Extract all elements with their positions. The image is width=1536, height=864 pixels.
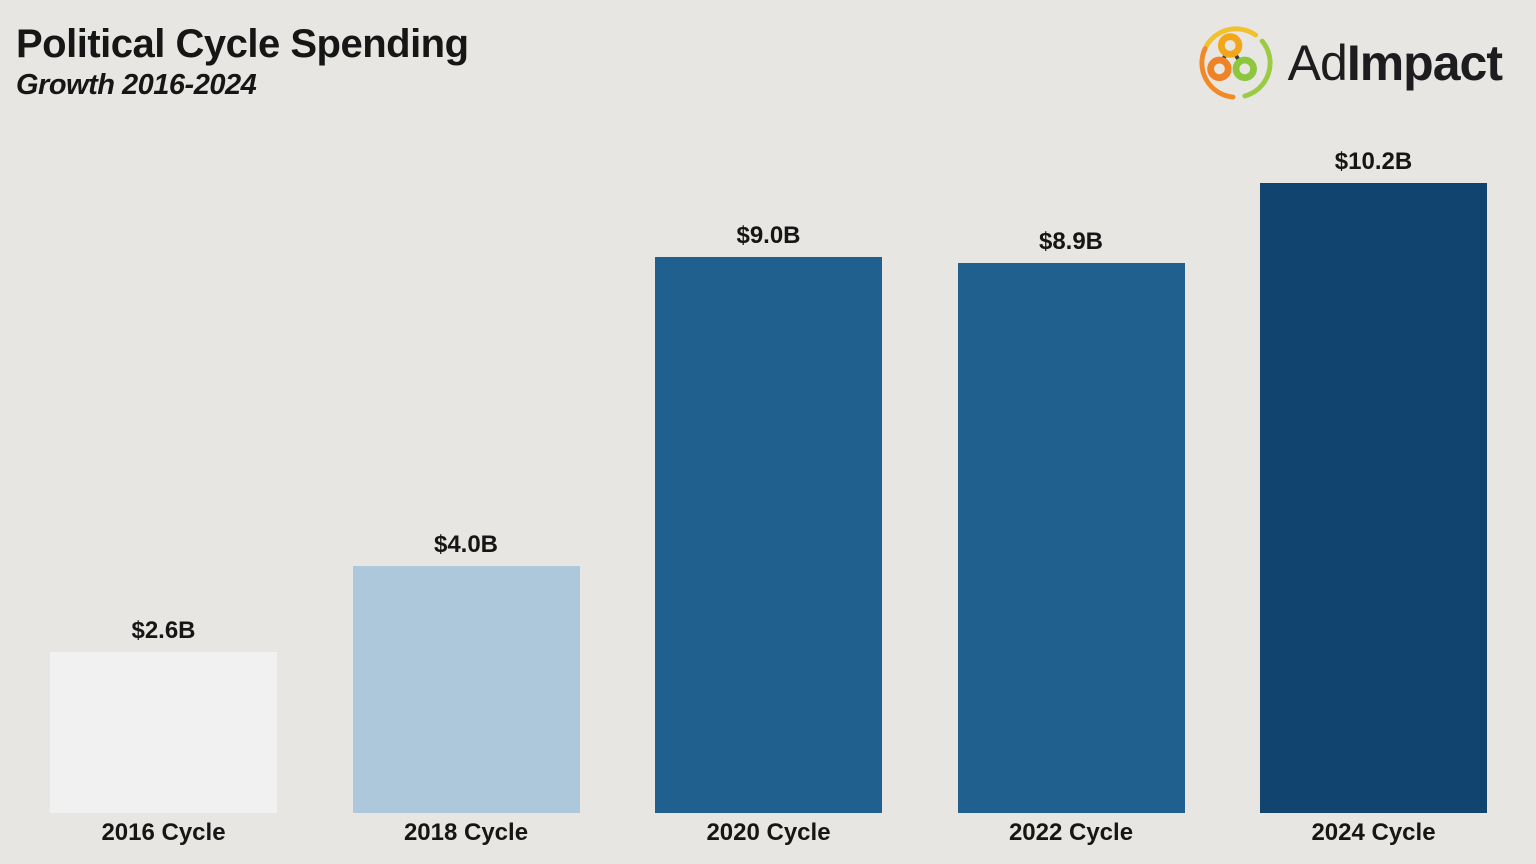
page-subtitle: Growth 2016-2024 bbox=[16, 69, 257, 101]
logo-text-regular: Ad bbox=[1287, 35, 1348, 91]
bar-value-label: $8.9B bbox=[1038, 228, 1104, 255]
bar bbox=[957, 263, 1185, 813]
bar-value-label: $10.2B bbox=[1334, 148, 1413, 175]
logo-text-bold: Impact bbox=[1346, 35, 1503, 91]
bar-category-label: 2022 Cycle bbox=[1008, 819, 1134, 846]
bar bbox=[352, 566, 580, 813]
title-block: Political Cycle Spending Growth 2016-202… bbox=[16, 22, 469, 102]
bar-category-label: 2016 Cycle bbox=[101, 819, 226, 846]
bar-category-label: 2024 Cycle bbox=[1311, 819, 1436, 846]
bar-column: $10.2B 2024 Cycle bbox=[1260, 148, 1487, 846]
bar-value-label: $9.0B bbox=[736, 222, 801, 249]
bar-column: $9.0B 2020 Cycle bbox=[655, 222, 882, 846]
bar bbox=[655, 257, 882, 813]
bar-column: $4.0B 2018 Cycle bbox=[352, 531, 580, 846]
bar bbox=[1260, 183, 1487, 813]
adimpact-logo: AdImpact bbox=[1197, 24, 1503, 102]
adimpact-rings-icon bbox=[1199, 26, 1273, 100]
bar-column: $8.9B 2022 Cycle bbox=[957, 228, 1185, 846]
bar bbox=[50, 652, 277, 813]
bar-chart: $2.6B 2016 Cycle $4.0B 2018 Cycle $9.0B … bbox=[50, 148, 1487, 846]
bar-category-label: 2018 Cycle bbox=[403, 819, 529, 846]
bar-value-label: $4.0B bbox=[433, 531, 499, 558]
page-title: Political Cycle Spending bbox=[16, 22, 469, 66]
bar-column: $2.6B 2016 Cycle bbox=[50, 617, 277, 846]
bar-category-label: 2020 Cycle bbox=[706, 819, 831, 846]
bar-value-label: $2.6B bbox=[131, 617, 196, 644]
adimpact-wordmark: AdImpact bbox=[1287, 34, 1503, 92]
